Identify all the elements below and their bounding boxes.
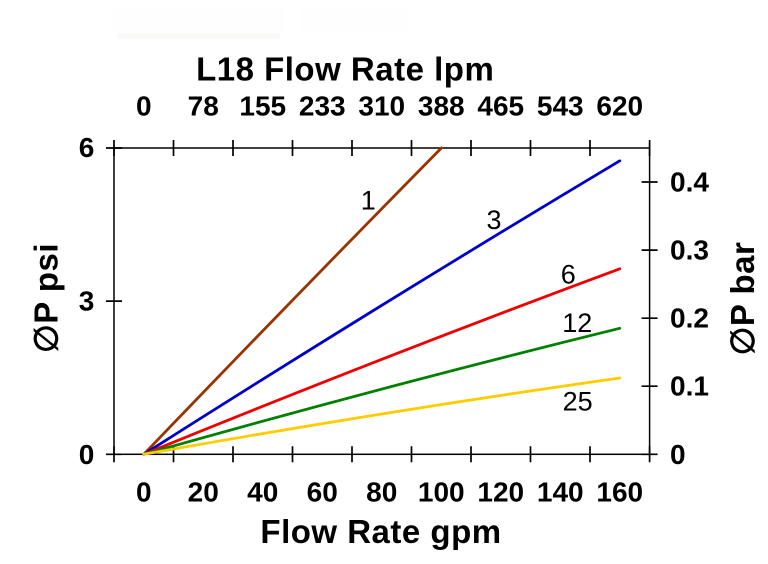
svg-text:0: 0 [79, 439, 95, 470]
svg-text:40: 40 [247, 476, 278, 507]
svg-text:∅P psi: ∅P psi [28, 243, 65, 353]
svg-text:3: 3 [486, 205, 501, 235]
svg-text:100: 100 [418, 476, 465, 507]
svg-text:20: 20 [188, 476, 219, 507]
svg-text:388: 388 [418, 90, 465, 121]
svg-text:L18 Flow Rate lpm: L18 Flow Rate lpm [196, 50, 494, 87]
svg-text:60: 60 [307, 476, 338, 507]
svg-text:140: 140 [537, 476, 584, 507]
svg-text:0: 0 [136, 476, 152, 507]
svg-text:3: 3 [79, 285, 95, 316]
svg-text:78: 78 [188, 90, 219, 121]
svg-text:0.3: 0.3 [670, 235, 709, 266]
svg-text:233: 233 [299, 90, 346, 121]
svg-text:0.2: 0.2 [670, 303, 709, 334]
svg-text:6: 6 [561, 259, 576, 289]
svg-text:310: 310 [358, 90, 405, 121]
svg-text:0: 0 [136, 90, 152, 121]
svg-text:25: 25 [563, 387, 593, 417]
svg-text:∅P bar: ∅P bar [724, 242, 761, 356]
svg-text:6: 6 [79, 132, 95, 163]
svg-text:0.4: 0.4 [670, 167, 709, 198]
svg-text:0: 0 [670, 439, 686, 470]
svg-text:543: 543 [537, 90, 584, 121]
svg-text:80: 80 [366, 476, 397, 507]
svg-text:160: 160 [596, 476, 643, 507]
svg-text:Flow Rate gpm: Flow Rate gpm [260, 513, 501, 550]
svg-text:465: 465 [477, 90, 524, 121]
svg-text:0.1: 0.1 [670, 371, 709, 402]
svg-text:155: 155 [239, 90, 286, 121]
svg-text:120: 120 [477, 476, 524, 507]
svg-text:620: 620 [596, 90, 643, 121]
svg-text:1: 1 [361, 185, 376, 215]
svg-text:12: 12 [562, 308, 592, 338]
